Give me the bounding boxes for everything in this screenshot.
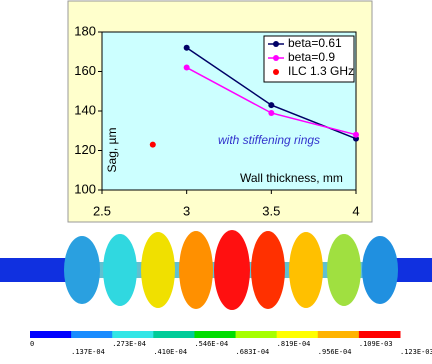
cell bbox=[214, 230, 250, 310]
y-tick-label: 120 bbox=[74, 142, 96, 157]
cell bbox=[141, 232, 175, 308]
legend-marker bbox=[273, 55, 279, 61]
colorbar-segment bbox=[359, 331, 401, 338]
legend-label: beta=0.9 bbox=[288, 50, 335, 64]
cell bbox=[179, 231, 213, 309]
colorbar-segment bbox=[71, 331, 113, 338]
figure: 100 120 140 160 180 2.5 3 3.5 4 Sag, µm Wall thick… bbox=[0, 0, 432, 359]
legend-marker bbox=[273, 69, 279, 75]
cell bbox=[362, 236, 398, 304]
cell bbox=[103, 234, 137, 306]
y-axis-label: Sag, µm bbox=[105, 128, 119, 173]
cell bbox=[251, 231, 285, 309]
colorbar-segment bbox=[318, 331, 360, 338]
x-tick-label: 4 bbox=[352, 203, 359, 218]
legend-label: beta=0.61 bbox=[288, 36, 342, 50]
x-tick-label: 2.5 bbox=[93, 203, 111, 218]
colorbar-label: .956E-04 bbox=[318, 348, 352, 356]
colorbar-label: 0 bbox=[30, 340, 34, 348]
legend-label: ILC 1.3 GHz bbox=[288, 64, 354, 78]
colorbar-label: .123E-03 bbox=[400, 348, 432, 356]
colorbar-segment bbox=[153, 331, 195, 338]
colorbar-segment bbox=[236, 331, 278, 338]
legend-marker bbox=[273, 41, 279, 47]
data-point bbox=[150, 142, 156, 148]
x-axis-label: Wall thickness, mm bbox=[240, 171, 343, 185]
y-tick-label: 180 bbox=[74, 23, 96, 38]
colorbar-segment bbox=[277, 331, 319, 338]
colorbar-label: .410E-04 bbox=[153, 348, 187, 356]
data-point bbox=[184, 45, 190, 51]
data-point bbox=[268, 110, 274, 116]
colorbar-segment bbox=[30, 331, 72, 338]
beam-pipe bbox=[0, 258, 75, 282]
colorbar-label: .819E-04 bbox=[277, 340, 311, 348]
cell bbox=[327, 234, 361, 306]
annotation: with stiffening rings bbox=[218, 133, 320, 147]
colorbar-label: .137E-04 bbox=[71, 348, 105, 356]
cavity bbox=[0, 230, 432, 310]
colorbar-segment bbox=[112, 331, 154, 338]
cell bbox=[289, 232, 323, 308]
y-tick-label: 140 bbox=[74, 102, 96, 117]
y-tick-label: 100 bbox=[74, 181, 96, 196]
cell bbox=[64, 236, 100, 304]
x-tick-label: 3 bbox=[183, 203, 190, 218]
y-tick-label: 160 bbox=[74, 63, 96, 78]
data-point bbox=[268, 102, 274, 108]
colorbar-label: .546E-04 bbox=[194, 340, 228, 348]
colorbar-label: .683I-04 bbox=[236, 348, 270, 356]
data-point bbox=[353, 132, 359, 138]
colorbar-segment bbox=[194, 331, 236, 338]
colorbar-label: .273E-04 bbox=[112, 340, 146, 348]
colorbar-label: .109E-03 bbox=[359, 340, 393, 348]
data-point bbox=[184, 65, 190, 71]
x-tick-label: 3.5 bbox=[262, 203, 280, 218]
